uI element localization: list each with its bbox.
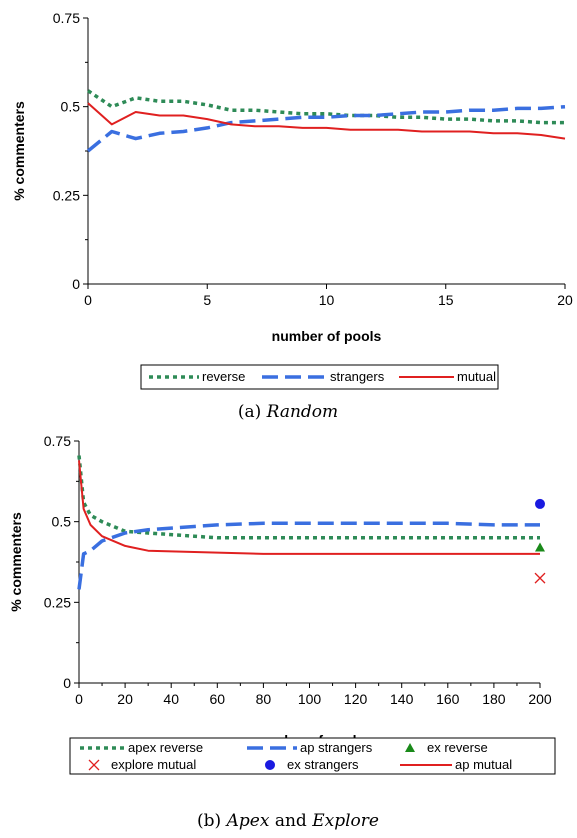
x-tick-label: 60	[210, 691, 226, 707]
x-tick-label: 40	[163, 691, 179, 707]
y-axis-title: % commenters	[8, 512, 24, 612]
y-tick-label: 0.5	[52, 514, 72, 530]
x-tick-label: 15	[438, 292, 454, 308]
legend-label: explore mutual	[111, 757, 196, 772]
legend-item-ex-strangers: ex strangers	[265, 757, 359, 772]
x-axis-title: number of pools	[272, 328, 382, 344]
series-line-reverse	[87, 89, 565, 125]
legend-item-ap-strangers: ap strangers	[247, 740, 373, 755]
x-tick-label: 200	[528, 691, 552, 707]
y-tick-label: 0.75	[44, 433, 71, 449]
x-tick-label: 140	[390, 691, 414, 707]
legend-label: ap mutual	[455, 757, 512, 772]
caption: (a) Random	[238, 402, 338, 422]
marker-ex-strangers	[535, 498, 545, 509]
legend-item-strangers: strangers	[262, 369, 385, 384]
chart-random: 0 0.25 0.5 0.75 0 5 10 15 20 number of pools % com…	[11, 10, 573, 422]
marker-ex-reverse	[535, 542, 545, 552]
series-line-ap-strangers	[77, 521, 540, 590]
x-tick-label: 0	[84, 292, 92, 308]
series-line-ap-mutual	[78, 460, 540, 555]
x-tick-label: 160	[436, 691, 460, 707]
legend-label: ex strangers	[287, 757, 359, 772]
legend-item-ex-reverse: ex reverse	[405, 740, 488, 755]
caption-prefix: (a)	[238, 402, 267, 422]
legend-item-reverse: reverse	[149, 369, 245, 384]
x-tick-label: 10	[319, 292, 335, 308]
legend-item-apex-reverse: apex reverse	[80, 740, 203, 755]
y-tick-label: 0	[72, 276, 80, 292]
legend-item-explore-mutual: explore mutual	[88, 757, 196, 772]
caption-italic: Apex	[225, 811, 270, 831]
marker-explore-mutual	[534, 572, 546, 584]
y-tick-label: 0.25	[44, 594, 71, 610]
legend-item-ap-mutual: ap mutual	[400, 757, 512, 772]
legend-label: strangers	[330, 369, 385, 384]
legend-label: mutual	[457, 369, 496, 384]
legend-label: ap strangers	[300, 740, 373, 755]
x-tick-label: 180	[482, 691, 506, 707]
x-tick-label: 20	[557, 292, 573, 308]
legend-item-mutual: mutual	[399, 369, 496, 384]
legend-marker-ex-reverse	[405, 743, 415, 752]
y-tick-label: 0	[63, 675, 71, 691]
legend-label: apex reverse	[128, 740, 203, 755]
x-tick-label: 20	[117, 691, 133, 707]
legend-label: reverse	[202, 369, 245, 384]
x-tick-label: 100	[298, 691, 322, 707]
x-tick-label: 80	[256, 691, 272, 707]
caption-prefix: (b)	[197, 811, 227, 831]
chart-apex-explore: 00.250.50.75020406080100120140160180200n…	[8, 433, 556, 831]
legend-marker-explore-mutual	[88, 759, 100, 771]
caption-mid: and	[269, 811, 312, 831]
x-tick-label: 120	[344, 691, 368, 707]
legend-box	[69, 737, 556, 775]
caption-italic: Random	[266, 402, 339, 422]
caption-italic-2: Explore	[311, 811, 379, 831]
legend-marker-ex-strangers	[265, 760, 275, 770]
legend-label: ex reverse	[427, 740, 488, 755]
legend: reverse strangers mutual	[140, 364, 499, 390]
caption: (b) Apex and Explore	[197, 811, 379, 831]
y-tick-label: 0.5	[61, 99, 81, 115]
legend: apex reverse ap strangers ex reverse explor…	[69, 737, 556, 775]
series-line-mutual	[87, 102, 566, 140]
y-tick-label: 0.25	[53, 187, 80, 203]
x-tick-label: 0	[75, 691, 83, 707]
y-tick-label: 0.75	[53, 10, 80, 26]
y-axis-title: % commenters	[11, 101, 27, 201]
x-tick-label: 5	[203, 292, 211, 308]
